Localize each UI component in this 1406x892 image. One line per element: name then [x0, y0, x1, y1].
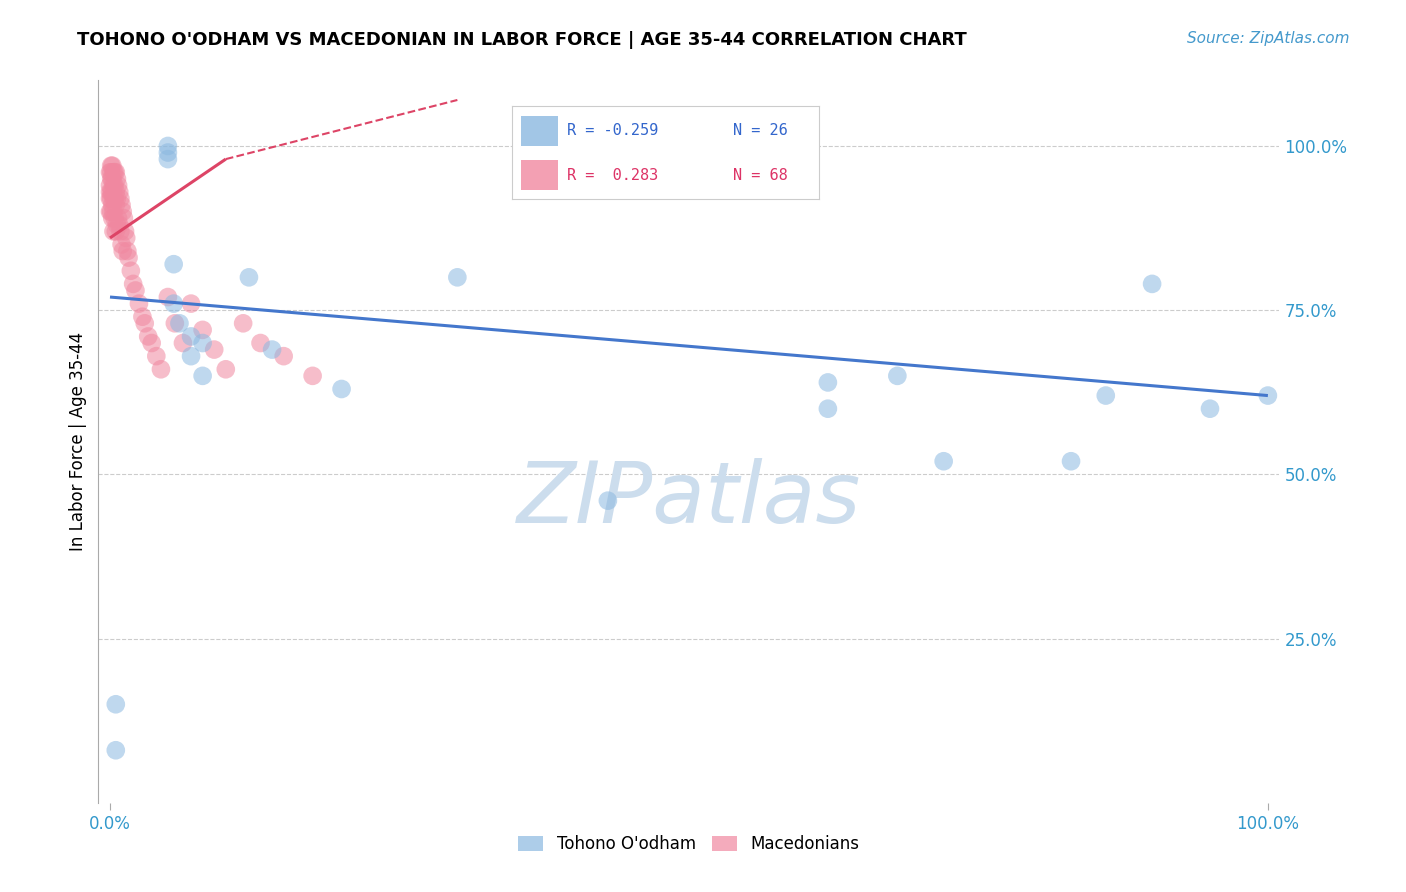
- Point: [115, 231, 138, 245]
- Point: [104, 178, 127, 193]
- Point: [114, 224, 136, 238]
- Point: [1140, 277, 1163, 291]
- Point: [107, 211, 129, 226]
- Point: [1257, 388, 1279, 402]
- Point: [596, 493, 619, 508]
- Point: [163, 296, 186, 310]
- Point: [111, 204, 134, 219]
- Point: [110, 198, 132, 212]
- Point: [117, 251, 139, 265]
- Point: [141, 336, 163, 351]
- Point: [238, 270, 260, 285]
- Point: [111, 244, 134, 258]
- Point: [101, 171, 124, 186]
- Point: [100, 192, 122, 206]
- Text: ZIPatlas: ZIPatlas: [517, 458, 860, 541]
- Point: [104, 165, 127, 179]
- Point: [886, 368, 908, 383]
- Point: [149, 362, 172, 376]
- Point: [101, 159, 124, 173]
- Point: [110, 237, 132, 252]
- Point: [100, 204, 122, 219]
- Point: [104, 185, 127, 199]
- Point: [136, 329, 159, 343]
- Point: [100, 159, 122, 173]
- Point: [249, 336, 271, 351]
- Point: [105, 192, 128, 206]
- Point: [104, 224, 127, 238]
- Point: [103, 192, 125, 206]
- Point: [101, 185, 124, 199]
- Point: [932, 454, 955, 468]
- Point: [191, 323, 214, 337]
- Point: [446, 270, 468, 285]
- Point: [112, 211, 135, 226]
- Point: [117, 244, 139, 258]
- Point: [103, 204, 125, 219]
- Point: [104, 165, 127, 179]
- Point: [1060, 454, 1083, 468]
- Point: [103, 224, 125, 238]
- Point: [105, 171, 128, 186]
- Point: [104, 198, 127, 212]
- Point: [103, 178, 125, 193]
- Y-axis label: In Labor Force | Age 35-44: In Labor Force | Age 35-44: [69, 332, 87, 551]
- Point: [163, 257, 186, 271]
- Point: [180, 329, 202, 343]
- Point: [101, 211, 124, 226]
- Text: TOHONO O'ODHAM VS MACEDONIAN IN LABOR FORCE | AGE 35-44 CORRELATION CHART: TOHONO O'ODHAM VS MACEDONIAN IN LABOR FO…: [77, 31, 967, 49]
- Point: [817, 401, 839, 416]
- Point: [156, 152, 179, 166]
- Point: [145, 349, 167, 363]
- Point: [98, 178, 121, 193]
- Legend: Tohono O'odham, Macedonians: Tohono O'odham, Macedonians: [512, 828, 866, 860]
- Point: [108, 218, 131, 232]
- Point: [202, 343, 225, 357]
- Point: [262, 343, 284, 357]
- Point: [1199, 401, 1222, 416]
- Point: [101, 198, 124, 212]
- Point: [98, 204, 121, 219]
- Point: [156, 139, 179, 153]
- Point: [131, 310, 153, 324]
- Point: [191, 368, 214, 383]
- Point: [156, 145, 179, 160]
- Point: [120, 264, 142, 278]
- Point: [122, 277, 145, 291]
- Point: [134, 316, 156, 330]
- Point: [191, 336, 214, 351]
- Point: [128, 296, 150, 310]
- Point: [215, 362, 238, 376]
- Point: [108, 185, 131, 199]
- Point: [100, 171, 122, 186]
- Point: [163, 316, 186, 330]
- Point: [124, 284, 146, 298]
- Point: [817, 376, 839, 390]
- Point: [98, 165, 121, 179]
- Point: [301, 368, 323, 383]
- Point: [330, 382, 353, 396]
- Point: [104, 192, 127, 206]
- Point: [180, 296, 202, 310]
- Text: Source: ZipAtlas.com: Source: ZipAtlas.com: [1187, 31, 1350, 46]
- Point: [105, 218, 128, 232]
- Point: [100, 185, 122, 199]
- Point: [1094, 388, 1116, 402]
- Point: [104, 211, 127, 226]
- Point: [110, 224, 132, 238]
- Point: [103, 165, 125, 179]
- Point: [107, 178, 129, 193]
- Point: [156, 290, 179, 304]
- Point: [98, 192, 121, 206]
- Point: [172, 336, 194, 351]
- Point: [232, 316, 254, 330]
- Point: [104, 743, 127, 757]
- Point: [100, 165, 122, 179]
- Point: [273, 349, 295, 363]
- Point: [110, 192, 132, 206]
- Point: [104, 698, 127, 712]
- Point: [180, 349, 202, 363]
- Point: [98, 185, 121, 199]
- Point: [169, 316, 191, 330]
